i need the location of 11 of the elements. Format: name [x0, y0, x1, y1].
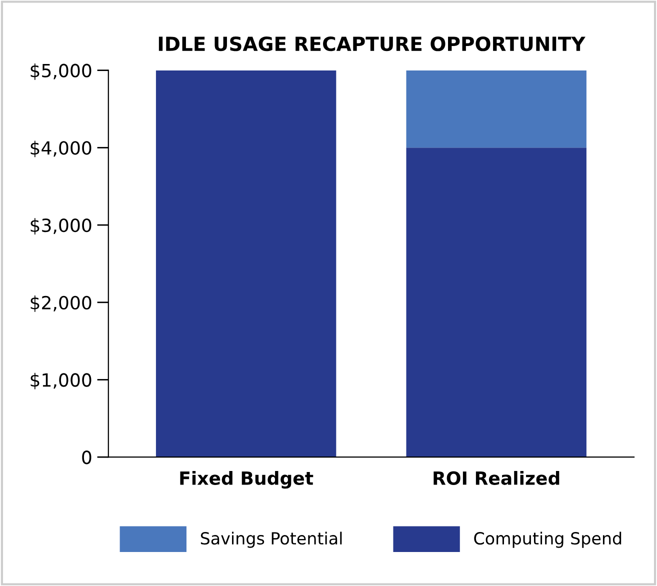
- x-tick-label: ROI Realized: [434, 470, 560, 485]
- legend-label: Savings Potential: [200, 532, 342, 548]
- y-tick-label: $2,000: [30, 296, 92, 312]
- y-tick-label: $4,000: [30, 140, 92, 158]
- x-tick-label: Fixed Budget: [180, 470, 314, 489]
- y-tick-label: $1,000: [30, 372, 92, 390]
- y-tick-label: $5,000: [30, 63, 92, 80]
- y-tick-label: $3,000: [30, 218, 92, 235]
- chart-title: IDLE USAGE RECAPTURE OPPORTUNITY: [158, 36, 586, 52]
- y-tick-label: 0: [82, 450, 92, 464]
- legend-label: Computing Spend: [474, 532, 622, 548]
